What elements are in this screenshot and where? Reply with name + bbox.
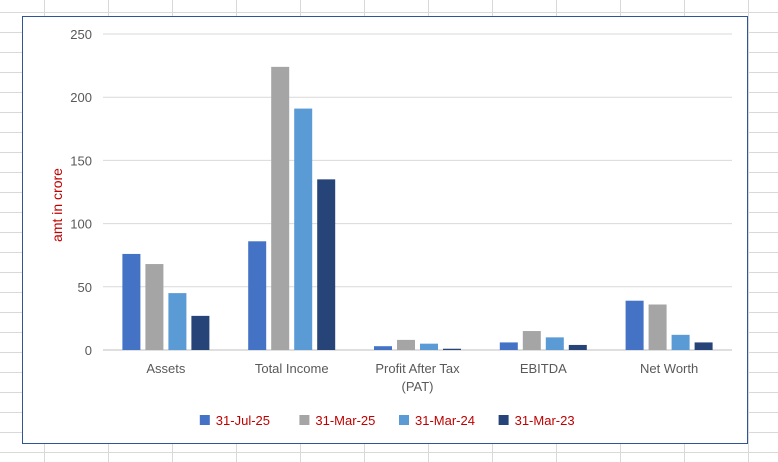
legend-swatch: [299, 415, 310, 425]
y-axis-label: amt in crore: [49, 168, 65, 242]
bar[interactable]: [568, 344, 587, 350]
x-axis-ticks: Assets Total Income Profit After Tax (PAT) E…: [146, 361, 698, 394]
x-tick-label: EBITDA: [520, 361, 567, 376]
x-tick-label: Assets: [146, 361, 186, 376]
x-tick-label: Total Income: [255, 361, 329, 376]
y-tick-label: 100: [70, 217, 92, 232]
legend-label: 31-Mar-24: [415, 413, 475, 428]
bar[interactable]: [522, 331, 541, 350]
bar[interactable]: [122, 253, 141, 350]
y-axis-ticks: 0 50 100 150 200 250: [70, 27, 92, 358]
bar[interactable]: [694, 342, 713, 350]
bar[interactable]: [420, 343, 438, 350]
bar[interactable]: [248, 241, 267, 350]
bar[interactable]: [271, 66, 290, 350]
y-tick-label: 200: [70, 90, 92, 105]
bar[interactable]: [671, 334, 690, 350]
y-tick-label: 0: [85, 343, 92, 358]
bar[interactable]: [145, 264, 164, 350]
bar[interactable]: [191, 315, 210, 350]
legend-label: 31-Jul-25: [216, 413, 270, 428]
y-tick-label: 50: [78, 280, 92, 295]
legend-swatch: [498, 415, 509, 425]
bar[interactable]: [545, 337, 564, 350]
bar-chart: 0 50 100 150 200 250 amt in crore Assets Total…: [49, 27, 732, 428]
x-tick-label: Net Worth: [640, 361, 698, 376]
y-tick-label: 250: [70, 27, 92, 42]
bar[interactable]: [317, 179, 336, 350]
chart-area[interactable]: 0 50 100 150 200 250 amt in crore Assets Total…: [22, 16, 748, 444]
y-tick-label: 150: [70, 153, 92, 168]
legend-swatch: [399, 415, 409, 425]
legend-swatch: [199, 415, 210, 425]
bar[interactable]: [168, 293, 187, 350]
bar[interactable]: [648, 304, 667, 350]
x-tick-label: Profit After Tax (PAT): [375, 361, 460, 394]
legend-label: 31-Mar-25: [315, 413, 375, 428]
legend-label: 31-Mar-23: [515, 413, 575, 428]
legend: 31-Jul-25 31-Mar-25 31-Mar-24 31-Mar-23: [199, 413, 575, 428]
bar[interactable]: [374, 346, 392, 350]
bar[interactable]: [499, 342, 518, 350]
bar[interactable]: [625, 300, 644, 350]
bar[interactable]: [294, 108, 313, 351]
bars: [122, 66, 713, 351]
bar[interactable]: [443, 348, 461, 350]
bar[interactable]: [397, 339, 415, 350]
